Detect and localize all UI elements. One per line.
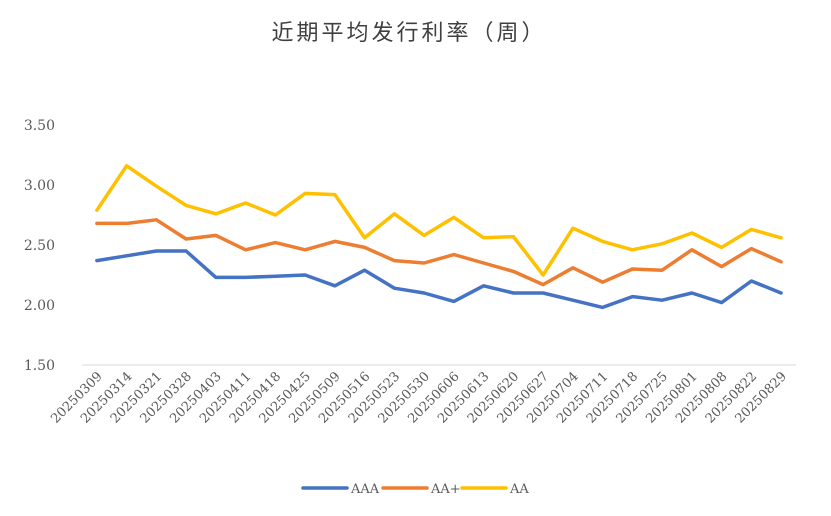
data-point [690, 231, 694, 235]
data-point [452, 216, 456, 219]
data-point [512, 291, 515, 295]
legend-label: AAA [350, 482, 380, 497]
data-point [541, 273, 545, 277]
data-point [631, 248, 634, 251]
y-tick-label: 3.50 [24, 118, 55, 134]
data-point [363, 236, 366, 239]
data-point [214, 234, 218, 237]
data-point [512, 270, 515, 273]
data-point [363, 269, 366, 272]
data-point [601, 281, 604, 284]
data-point [690, 248, 694, 251]
data-point [303, 192, 307, 195]
data-point [720, 246, 723, 249]
data-point [95, 209, 99, 212]
data-point [660, 269, 664, 272]
data-point [214, 276, 218, 279]
data-point [125, 254, 128, 257]
series-layer [95, 164, 783, 310]
data-point [631, 267, 634, 271]
data-point [274, 213, 277, 217]
data-point [214, 212, 218, 215]
y-tick-label: 1.50 [24, 358, 55, 374]
data-point [393, 259, 396, 262]
data-point [155, 185, 158, 188]
data-point [482, 284, 485, 287]
data-point [363, 246, 366, 249]
y-tick-label: 3.00 [24, 178, 55, 194]
data-point [393, 212, 396, 215]
data-point [541, 291, 545, 295]
data-point [95, 259, 99, 262]
data-point [184, 237, 188, 241]
data-point [95, 222, 99, 225]
series-line-aaa [95, 249, 783, 310]
data-point [750, 228, 753, 231]
legend-label: AA+ [430, 482, 461, 497]
data-point [333, 240, 337, 243]
data-point [184, 249, 188, 253]
data-point [779, 260, 783, 263]
data-point [333, 284, 337, 287]
data-point [720, 265, 723, 268]
data-point [303, 248, 307, 251]
x-axis: 2025030920250314202503212025032820250403… [48, 364, 796, 427]
data-point [452, 300, 456, 303]
data-point [720, 301, 723, 304]
series-line-aa [95, 164, 783, 277]
data-point [750, 279, 753, 283]
data-point [155, 249, 158, 253]
y-axis: 1.50 2.00 2.50 3.00 3.50 [24, 118, 55, 374]
data-point [571, 227, 575, 230]
data-point [482, 236, 485, 239]
data-point [631, 295, 634, 298]
data-point [660, 242, 664, 245]
data-point [274, 241, 277, 244]
data-point [422, 261, 426, 265]
data-point [422, 291, 426, 295]
data-point [452, 253, 456, 256]
data-point [512, 235, 515, 238]
legend-label: AA [509, 482, 529, 497]
data-point [125, 164, 128, 167]
data-point [125, 222, 128, 225]
data-point [779, 291, 783, 295]
data-point [541, 283, 545, 286]
chart-title: 近期平均发行利率（周） [271, 21, 546, 46]
data-point [155, 218, 158, 221]
data-point [333, 193, 337, 196]
data-point [601, 240, 604, 243]
data-point [244, 248, 247, 251]
data-point [274, 275, 277, 278]
data-point [750, 247, 753, 250]
data-point [779, 236, 783, 239]
data-point [244, 276, 247, 279]
data-point [393, 287, 396, 290]
series-line-aa-plus [95, 218, 783, 287]
data-point [244, 201, 247, 205]
data-point [571, 266, 575, 269]
data-point [184, 204, 188, 207]
y-tick-label: 2.50 [24, 238, 55, 254]
data-point [422, 234, 426, 237]
data-point [690, 291, 694, 295]
data-point [571, 299, 575, 302]
data-point [660, 299, 664, 302]
data-point [303, 273, 307, 277]
y-tick-label: 2.00 [24, 298, 55, 314]
data-point [601, 306, 604, 309]
data-point [482, 261, 485, 265]
legend: AAA AA+ AA [301, 482, 529, 497]
